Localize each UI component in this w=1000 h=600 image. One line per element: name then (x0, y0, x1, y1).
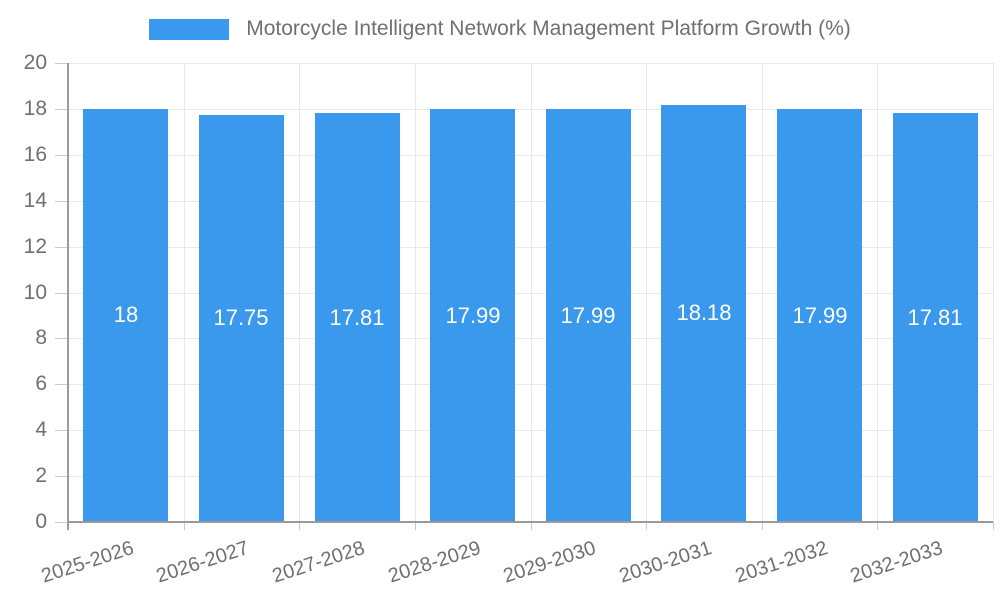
x-tick-label: 2032-2033 (848, 537, 946, 588)
y-tick-mark (55, 522, 68, 523)
x-tick-label: 2026-2027 (154, 537, 252, 588)
y-axis-line (67, 63, 69, 530)
x-tick-mark (299, 522, 300, 530)
y-tick-mark (55, 247, 68, 248)
x-gridline (415, 63, 416, 522)
bar (315, 113, 400, 522)
x-tick-label: 2028-2029 (386, 537, 484, 588)
x-tick-label: 2025-2026 (39, 537, 137, 588)
x-tick-label: 2030-2031 (617, 537, 715, 588)
y-gridline (68, 63, 993, 64)
y-tick-mark (55, 384, 68, 385)
x-tick-mark (184, 522, 185, 530)
bar-value-label: 17.99 (560, 303, 616, 328)
y-tick-label: 12 (23, 235, 47, 258)
x-gridline (993, 63, 994, 522)
x-gridline (762, 63, 763, 522)
bar-value-label: 18 (113, 302, 139, 327)
y-tick-mark (55, 155, 68, 156)
bar (777, 109, 862, 522)
bar (199, 115, 284, 522)
chart-legend[interactable]: Motorcycle Intelligent Network Managemen… (0, 16, 1000, 42)
y-tick-label: 6 (35, 372, 47, 395)
x-gridline (184, 63, 185, 522)
x-tick-mark (415, 522, 416, 530)
x-tick-mark (877, 522, 878, 530)
x-gridline (299, 63, 300, 522)
x-tick-mark (531, 522, 532, 530)
y-tick-label: 4 (35, 418, 47, 441)
bar-value-label: 17.99 (792, 303, 848, 328)
x-tick-mark (762, 522, 763, 530)
y-tick-label: 20 (23, 51, 47, 74)
y-tick-mark (55, 201, 68, 202)
bar (546, 109, 631, 522)
y-tick-label: 2 (35, 464, 47, 487)
x-gridline (877, 63, 878, 522)
bar-value-label: 17.81 (329, 305, 385, 330)
x-tick-label: 2031-2032 (733, 537, 831, 588)
bar (893, 113, 978, 522)
y-tick-label: 8 (35, 326, 47, 349)
bar (430, 109, 515, 522)
bar (661, 105, 746, 522)
x-tick-label: 2027-2028 (270, 537, 368, 588)
x-tick-mark (993, 522, 994, 530)
y-tick-label: 18 (23, 97, 47, 120)
y-tick-mark (55, 109, 68, 110)
y-tick-mark (55, 338, 68, 339)
x-tick-mark (646, 522, 647, 530)
legend-swatch (149, 18, 230, 40)
x-tick-label: 2029-2030 (501, 537, 599, 588)
bar (83, 109, 168, 522)
bar-value-label: 17.75 (213, 305, 269, 330)
y-tick-mark (55, 476, 68, 477)
legend-label: Motorcycle Intelligent Network Managemen… (246, 17, 851, 40)
y-tick-mark (55, 430, 68, 431)
bar-value-label: 18.18 (676, 300, 732, 325)
bar-value-label: 17.99 (445, 303, 501, 328)
y-tick-label: 14 (23, 189, 47, 212)
y-tick-label: 16 (23, 143, 47, 166)
y-tick-mark (55, 293, 68, 294)
y-tick-label: 10 (23, 281, 47, 304)
x-tick-mark (68, 522, 69, 530)
x-gridline (646, 63, 647, 522)
y-tick-label: 0 (35, 510, 47, 533)
y-tick-mark (55, 63, 68, 64)
x-gridline (531, 63, 532, 522)
bar-value-label: 17.81 (907, 305, 963, 330)
